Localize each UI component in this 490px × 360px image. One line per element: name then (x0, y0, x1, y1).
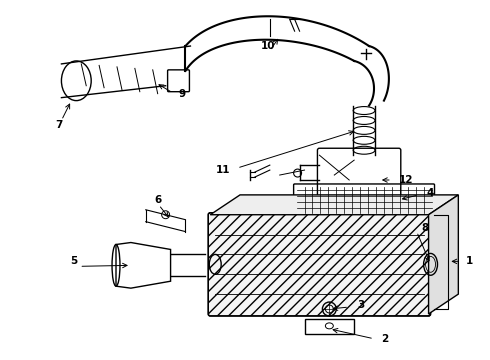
Text: 4: 4 (427, 188, 434, 198)
Text: 3: 3 (357, 300, 365, 310)
Text: 5: 5 (70, 256, 77, 266)
Text: 1: 1 (466, 256, 473, 266)
Text: 7: 7 (55, 121, 62, 130)
Text: 10: 10 (261, 41, 275, 51)
Text: 11: 11 (216, 165, 230, 175)
Text: 6: 6 (154, 195, 161, 205)
Text: 8: 8 (421, 222, 429, 233)
FancyBboxPatch shape (208, 213, 431, 316)
Polygon shape (429, 195, 458, 314)
Polygon shape (210, 195, 458, 215)
Text: 9: 9 (178, 89, 186, 99)
Text: 12: 12 (399, 175, 413, 185)
Text: 2: 2 (381, 334, 388, 344)
